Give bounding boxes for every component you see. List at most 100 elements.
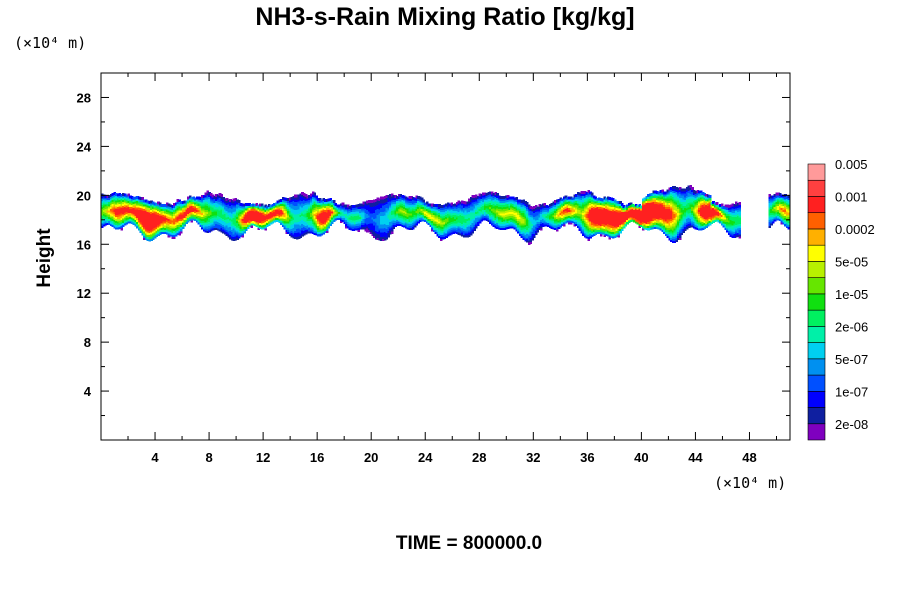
- heat-cell: [380, 221, 383, 225]
- heat-cell: [652, 211, 656, 215]
- heat-cell: [199, 209, 203, 213]
- heat-cell: [418, 215, 422, 219]
- heat-cell: [132, 196, 136, 200]
- heat-cell: [439, 223, 443, 227]
- heat-cell: [160, 231, 164, 235]
- heat-cell: [601, 212, 605, 216]
- heat-cell: [383, 216, 387, 220]
- heat-cell: [478, 208, 482, 212]
- heat-cell: [160, 229, 164, 232]
- heat-cell: [223, 221, 227, 225]
- heat-cell: [367, 206, 371, 210]
- heat-cell: [392, 207, 396, 211]
- heat-cell: [527, 229, 531, 233]
- heat-cell: [501, 204, 505, 208]
- heat-cell: [610, 224, 613, 228]
- heat-cell: [306, 220, 310, 224]
- heat-cell: [582, 218, 585, 222]
- heat-cell: [515, 201, 519, 205]
- heat-cell: [343, 221, 347, 225]
- heat-cell: [503, 216, 506, 220]
- heat-cell: [194, 199, 197, 203]
- heat-cell: [144, 232, 148, 236]
- heat-cell: [654, 198, 657, 202]
- heat-cell: [457, 231, 461, 235]
- heat-cell: [220, 216, 224, 220]
- heat-cell: [227, 232, 231, 236]
- heat-cell: [466, 232, 469, 236]
- heat-cell: [141, 205, 145, 209]
- heat-cell: [206, 217, 210, 221]
- heat-cell: [534, 225, 538, 229]
- heat-cell: [452, 212, 455, 216]
- heat-cell: [108, 222, 111, 226]
- heat-cell: [208, 223, 211, 227]
- heat-cell: [292, 198, 296, 202]
- heat-cell: [497, 218, 501, 222]
- heat-cell: [311, 206, 315, 210]
- heat-cell: [575, 223, 578, 227]
- heat-cell: [151, 232, 155, 236]
- heat-cell: [380, 227, 383, 231]
- heat-cell: [517, 226, 520, 230]
- heat-cell: [283, 209, 287, 213]
- heat-cell: [555, 207, 559, 211]
- heat-cell: [241, 203, 245, 207]
- heat-cell: [664, 193, 668, 197]
- heat-cell: [596, 212, 599, 216]
- heat-cell: [236, 226, 239, 230]
- heat-cell: [148, 225, 152, 229]
- heat-cell: [587, 221, 591, 225]
- heat-cell: [346, 210, 350, 214]
- heat-cell: [668, 212, 671, 216]
- heat-cell: [589, 191, 592, 195]
- heat-cell: [220, 221, 224, 225]
- heat-cell: [120, 206, 123, 210]
- heat-cell: [218, 211, 222, 215]
- heat-cell: [318, 204, 322, 208]
- heat-cell: [104, 210, 108, 213]
- heat-cell: [211, 198, 215, 202]
- heat-cell: [185, 219, 188, 223]
- heat-cell: [215, 212, 218, 216]
- heat-cell: [290, 199, 294, 203]
- heat-cell: [324, 221, 327, 225]
- heat-cell: [165, 210, 169, 214]
- heat-cell: [230, 212, 234, 216]
- heat-cell: [527, 235, 531, 239]
- heat-cell: [185, 221, 188, 225]
- heat-cell: [608, 232, 612, 236]
- heat-cell: [309, 205, 313, 209]
- heat-cell: [392, 221, 396, 225]
- heat-cell: [239, 209, 243, 213]
- heat-cell: [155, 217, 159, 221]
- heat-cell: [169, 210, 173, 214]
- heat-cell: [390, 230, 394, 234]
- heat-cell: [518, 201, 522, 205]
- heat-cell: [487, 198, 491, 202]
- heat-cell: [169, 229, 173, 233]
- heat-cell: [571, 205, 575, 209]
- heat-cell: [165, 208, 169, 212]
- heat-cell: [564, 205, 568, 209]
- heat-cell: [144, 234, 148, 238]
- heat-cell: [339, 203, 343, 207]
- heat-cell: [201, 203, 204, 207]
- heat-cell: [450, 202, 454, 206]
- heat-cell: [526, 202, 529, 206]
- heat-cell: [227, 228, 231, 232]
- heat-cell: [643, 222, 647, 226]
- heat-cell: [466, 211, 469, 215]
- heat-cell: [443, 206, 447, 210]
- heat-cell: [389, 198, 392, 202]
- heat-cell: [526, 224, 529, 228]
- heat-cell: [494, 225, 498, 229]
- heat-cell: [232, 233, 236, 237]
- heat-cell: [582, 216, 585, 220]
- heat-cell: [533, 210, 536, 214]
- heat-cell: [610, 228, 613, 232]
- heat-cell: [583, 195, 587, 199]
- heat-cell: [436, 227, 440, 231]
- heat-cell: [468, 217, 471, 221]
- heat-cell: [461, 221, 464, 225]
